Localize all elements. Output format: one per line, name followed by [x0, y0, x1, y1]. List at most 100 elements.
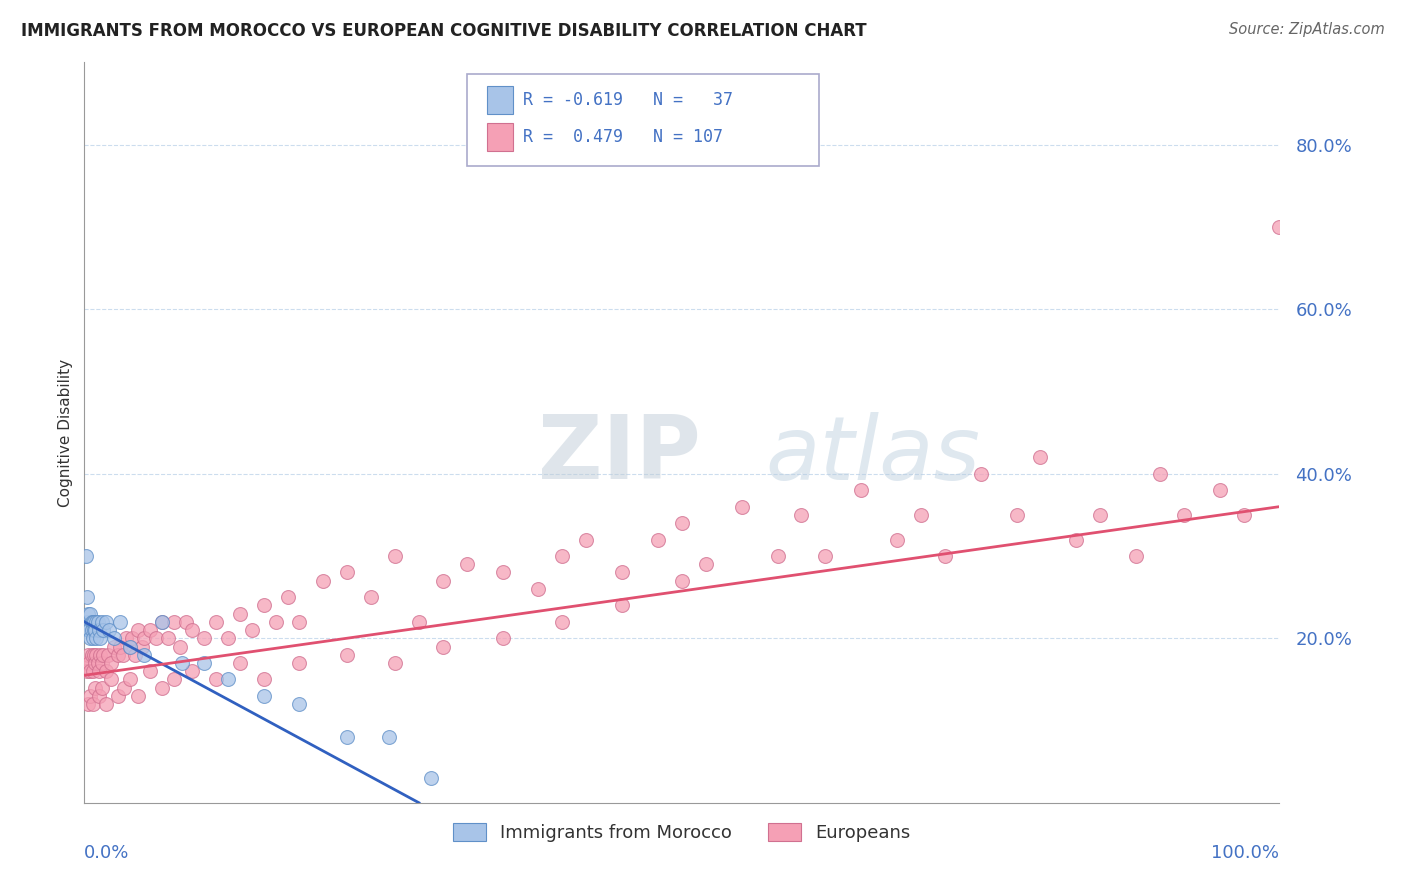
Point: [127, 623, 149, 637]
Point: [98, 623, 121, 637]
Point: [86, 615, 108, 629]
Point: [1125, 549, 1147, 563]
Point: [112, 681, 135, 695]
Point: [87, 689, 110, 703]
Point: [100, 656, 122, 670]
Point: [86, 615, 108, 629]
Point: [97, 648, 120, 662]
Point: [89, 632, 111, 646]
Point: [82, 664, 104, 678]
Point: [79, 689, 101, 703]
Point: [432, 574, 454, 588]
Point: [150, 615, 173, 629]
Text: IMMIGRANTS FROM MOROCCO VS EUROPEAN COGNITIVE DISABILITY CORRELATION CHART: IMMIGRANTS FROM MOROCCO VS EUROPEAN COGN…: [21, 22, 866, 40]
Point: [131, 640, 153, 654]
Point: [264, 615, 287, 629]
Point: [86, 648, 108, 662]
Point: [575, 533, 598, 547]
Point: [193, 632, 215, 646]
Point: [432, 640, 454, 654]
Point: [240, 623, 263, 637]
Point: [82, 615, 104, 629]
Point: [456, 558, 478, 572]
Point: [76, 590, 98, 604]
Point: [647, 533, 669, 547]
Point: [94, 664, 117, 678]
Point: [145, 632, 167, 646]
Point: [91, 681, 114, 695]
Point: [79, 664, 101, 678]
Point: [336, 566, 359, 580]
Point: [695, 558, 717, 572]
Point: [671, 516, 693, 530]
Text: R = -0.619   N =   37: R = -0.619 N = 37: [523, 91, 733, 109]
Point: [91, 656, 114, 670]
Text: atlas: atlas: [766, 412, 980, 498]
Point: [76, 615, 98, 629]
Point: [79, 607, 101, 621]
Point: [671, 574, 693, 588]
Point: [75, 549, 97, 563]
Point: [731, 500, 754, 514]
Text: R =  0.479   N = 107: R = 0.479 N = 107: [523, 128, 723, 146]
Point: [139, 623, 162, 637]
Point: [1149, 467, 1171, 481]
Point: [205, 615, 228, 629]
Point: [94, 615, 117, 629]
Point: [181, 623, 204, 637]
Y-axis label: Cognitive Disability: Cognitive Disability: [58, 359, 73, 507]
Point: [91, 615, 114, 629]
Point: [336, 730, 359, 744]
Point: [253, 673, 276, 687]
Point: [139, 664, 162, 678]
Point: [77, 623, 100, 637]
Legend: Immigrants from Morocco, Europeans: Immigrants from Morocco, Europeans: [446, 815, 918, 849]
Point: [118, 673, 141, 687]
Text: ZIP: ZIP: [538, 411, 702, 499]
Point: [420, 771, 443, 785]
Point: [77, 656, 100, 670]
Point: [288, 697, 311, 711]
Point: [1173, 508, 1195, 522]
Point: [150, 615, 173, 629]
Point: [288, 615, 311, 629]
FancyBboxPatch shape: [486, 123, 513, 152]
Point: [229, 607, 252, 621]
Point: [172, 656, 194, 670]
Point: [527, 582, 550, 596]
Point: [766, 549, 789, 563]
Point: [83, 615, 105, 629]
Point: [277, 590, 299, 604]
Point: [84, 623, 107, 637]
Point: [118, 640, 141, 654]
Point: [107, 648, 129, 662]
Point: [181, 664, 204, 678]
FancyBboxPatch shape: [467, 73, 820, 166]
Point: [886, 533, 908, 547]
Point: [80, 615, 103, 629]
Point: [360, 590, 382, 604]
Point: [100, 673, 122, 687]
Point: [87, 623, 110, 637]
Point: [253, 599, 276, 613]
FancyBboxPatch shape: [486, 87, 513, 114]
Point: [84, 656, 107, 670]
Text: 100.0%: 100.0%: [1212, 844, 1279, 862]
Point: [103, 640, 125, 654]
Point: [83, 648, 105, 662]
Point: [288, 656, 311, 670]
Point: [790, 508, 813, 522]
Point: [551, 615, 574, 629]
Point: [1066, 533, 1088, 547]
Point: [115, 632, 138, 646]
Point: [612, 566, 634, 580]
Point: [82, 632, 104, 646]
Point: [1268, 219, 1291, 234]
Point: [970, 467, 993, 481]
Point: [121, 632, 143, 646]
Point: [103, 632, 125, 646]
Point: [157, 632, 180, 646]
Point: [193, 656, 215, 670]
Point: [851, 483, 873, 498]
Point: [336, 648, 359, 662]
